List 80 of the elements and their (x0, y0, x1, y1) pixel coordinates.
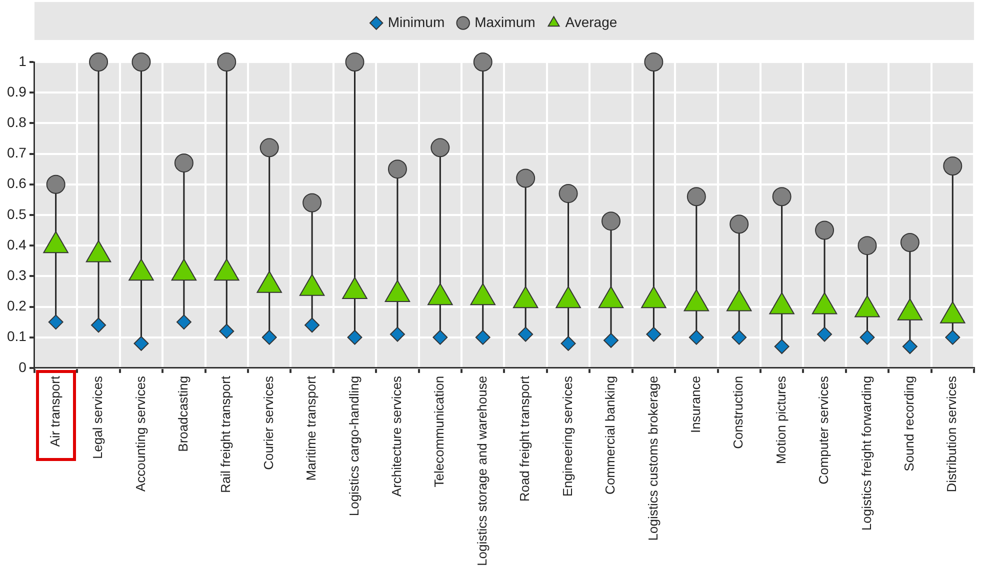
point (430, 138, 450, 158)
x-tick-label: Road freight transport (517, 376, 532, 502)
point (815, 220, 834, 240)
point (858, 236, 877, 256)
x-tick-label: Motion pictures (773, 375, 788, 464)
point (817, 326, 832, 342)
point (432, 330, 448, 345)
point (134, 336, 149, 351)
point (302, 193, 322, 212)
point (558, 184, 578, 204)
y-tick-label: 0.2 (6, 298, 27, 314)
x-tick-label: Construction (730, 376, 746, 449)
x-tick-label: Legal services (90, 375, 106, 460)
point (943, 156, 962, 176)
point (91, 318, 106, 333)
point (390, 326, 405, 342)
x-tick-label: Maritime transport (304, 376, 319, 481)
y-tick-label: 0.4 (6, 236, 27, 252)
point (646, 326, 662, 342)
point (686, 187, 706, 206)
point (772, 187, 792, 206)
x-tick-label: Rail freight transport (218, 376, 234, 493)
point (304, 318, 320, 333)
legend-label: Maximum (474, 14, 536, 30)
x-tick-label: Logistics freight forwarding (858, 376, 874, 531)
x-tick-label: Insurance (688, 376, 703, 434)
point (473, 52, 492, 72)
x-tick-label: Broadcasting (176, 376, 191, 452)
point (644, 52, 664, 72)
point (46, 174, 66, 194)
point (347, 330, 362, 345)
point (603, 332, 618, 348)
point (217, 52, 236, 72)
x-tick-label: Telecommunication (432, 376, 447, 488)
point (601, 212, 620, 231)
point (902, 339, 918, 354)
y-tick-label: 0 (18, 358, 27, 375)
x-tick-label: Commercial banking (602, 376, 618, 494)
point (560, 336, 576, 351)
point (688, 330, 704, 345)
x-tick-label: Engineering services (560, 375, 575, 497)
x-tick-label: Distribution services (944, 375, 960, 492)
x-tick-label: Courier services (260, 375, 276, 470)
point (900, 233, 920, 252)
point (945, 330, 960, 345)
point (860, 330, 875, 345)
legend-label: Average (565, 14, 618, 30)
point (516, 168, 536, 188)
point (260, 138, 279, 158)
x-tick-label: Logistics customs brokerage (645, 376, 660, 541)
point (475, 330, 490, 345)
point (518, 326, 534, 342)
point (732, 330, 747, 345)
y-tick-label: 0.9 (6, 83, 27, 100)
x-tick-label: Sound recording (902, 376, 917, 472)
y-tick-label: 0.1 (6, 328, 27, 344)
point (48, 314, 64, 330)
point (262, 330, 277, 345)
legend-label: Minimum (388, 14, 445, 30)
point (345, 52, 364, 72)
y-tick-label: 0.6 (6, 175, 27, 192)
point (774, 339, 790, 354)
x-tick-label: Air transport (47, 376, 62, 447)
point (730, 214, 749, 234)
point (89, 52, 108, 72)
x-tick-label: Logistics cargo-handling (346, 376, 362, 516)
y-tick-label: 0.8 (6, 114, 27, 130)
point (219, 324, 234, 339)
y-tick-label: 0.5 (6, 206, 27, 222)
point (174, 153, 194, 172)
x-tick-label: Accounting services (132, 375, 148, 492)
y-tick-label: 0.3 (6, 267, 27, 284)
x-tick-label: Logistics storage and warehouse (474, 376, 490, 566)
x-tick-label: Architecture services (389, 375, 404, 497)
point (176, 314, 192, 330)
y-tick-label: 0.7 (6, 144, 27, 161)
y-tick-label: 1 (18, 52, 27, 69)
point (388, 160, 407, 179)
x-tick-label: Computer services (816, 375, 832, 484)
point (132, 52, 151, 72)
